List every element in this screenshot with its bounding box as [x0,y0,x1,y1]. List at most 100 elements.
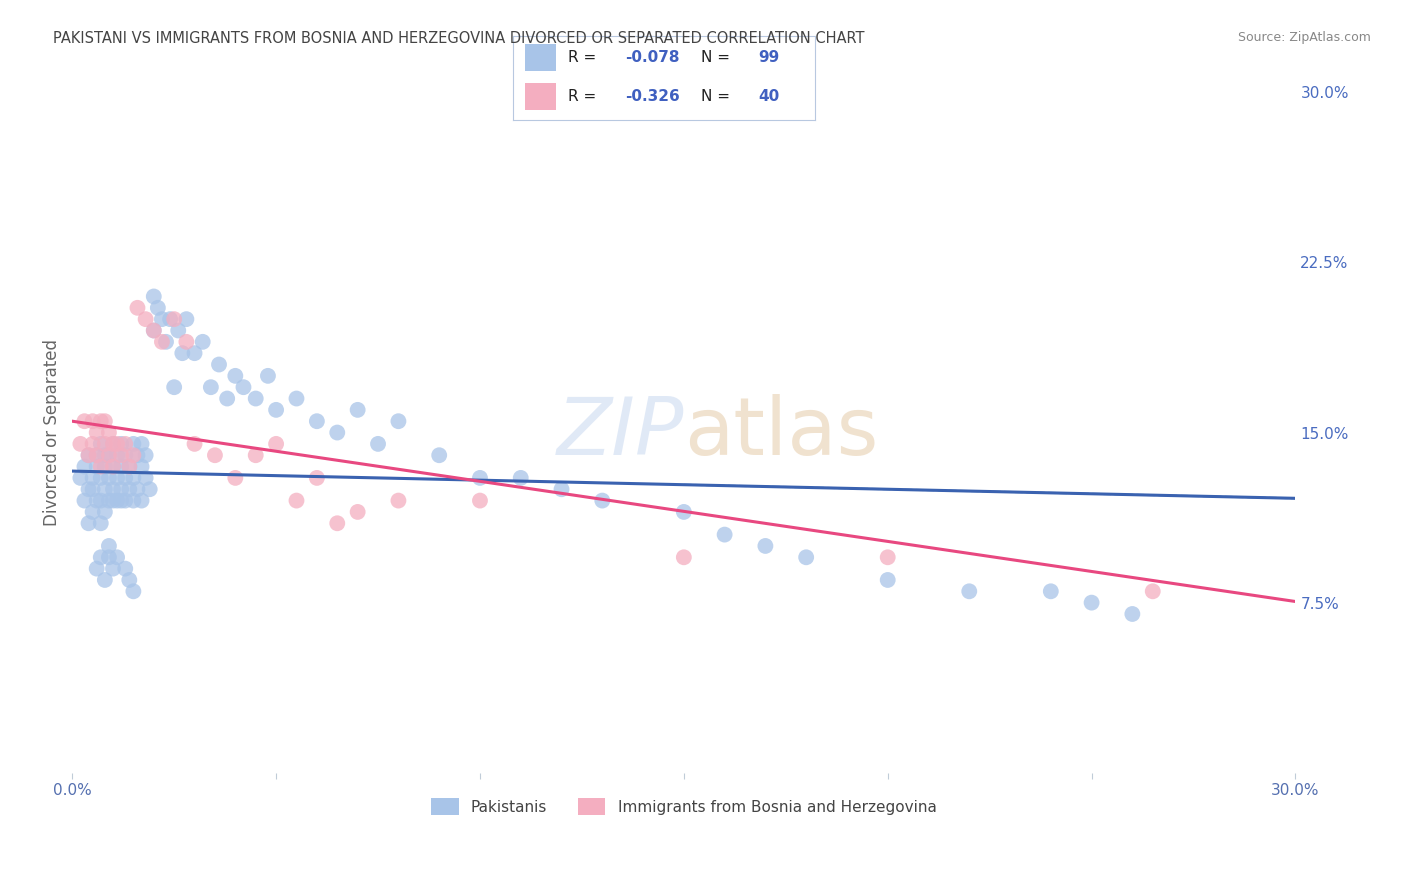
Text: R =: R = [568,89,600,104]
Text: N =: N = [700,50,734,65]
Point [127,301,149,315]
Point [105,437,128,451]
Point [114,448,136,462]
Point [86,459,108,474]
Point [245,392,267,406]
Point [90,550,112,565]
Point [77,448,100,462]
Point [90,516,112,531]
Point [118,482,141,496]
Point [90,459,112,474]
Point [305,471,328,485]
Point [82,471,104,485]
Point [754,539,776,553]
Text: Source: ZipAtlas.com: Source: ZipAtlas.com [1237,31,1371,45]
Point [86,448,108,462]
Point [110,448,132,462]
Point [172,346,194,360]
Point [110,493,132,508]
Point [94,448,117,462]
Point [122,493,145,508]
Point [110,459,132,474]
Text: 40: 40 [758,89,779,104]
Point [105,550,128,565]
Point [245,448,267,462]
Point [122,471,145,485]
Point [200,380,222,394]
Point [114,471,136,485]
Point [101,459,124,474]
Point [672,505,695,519]
Point [118,459,141,474]
Bar [526,44,555,71]
Text: atlas: atlas [683,393,879,472]
Point [468,471,491,485]
Point [86,425,108,440]
Point [142,324,165,338]
Point [110,437,132,451]
Point [135,471,157,485]
Point [176,312,198,326]
Point [82,414,104,428]
Point [101,437,124,451]
Point [326,516,349,531]
Point [155,334,177,349]
Point [86,448,108,462]
Point [1039,584,1062,599]
Point [550,482,572,496]
Point [69,437,91,451]
Point [127,482,149,496]
Point [135,448,157,462]
Point [957,584,980,599]
Point [257,368,280,383]
Point [101,561,124,575]
Point [94,414,117,428]
Point [105,493,128,508]
Point [90,471,112,485]
Point [131,493,153,508]
Point [122,437,145,451]
Point [713,527,735,541]
Text: 99: 99 [758,50,779,65]
Point [105,471,128,485]
Point [305,414,328,428]
Point [77,482,100,496]
Point [285,493,308,508]
Point [90,437,112,451]
Point [114,493,136,508]
Point [82,437,104,451]
Point [367,437,389,451]
Point [110,482,132,496]
Point [1080,596,1102,610]
Point [146,301,169,315]
Point [86,561,108,575]
Point [131,459,153,474]
Point [114,561,136,575]
Point [73,414,96,428]
Text: -0.078: -0.078 [626,50,679,65]
Text: PAKISTANI VS IMMIGRANTS FROM BOSNIA AND HERZEGOVINA DIVORCED OR SEPARATED CORREL: PAKISTANI VS IMMIGRANTS FROM BOSNIA AND … [53,31,865,46]
Point [1142,584,1164,599]
Point [1121,607,1143,621]
Point [97,493,120,508]
Point [876,573,898,587]
Point [69,471,91,485]
Point [326,425,349,440]
Point [427,448,450,462]
Point [97,471,120,485]
Point [94,482,117,496]
Point [159,312,181,326]
Point [167,324,190,338]
Point [86,493,108,508]
Point [90,414,112,428]
Point [150,312,173,326]
Point [82,505,104,519]
Point [191,334,214,349]
Point [82,482,104,496]
Point [183,346,205,360]
Point [346,505,368,519]
Point [101,482,124,496]
Point [232,380,254,394]
Point [591,493,613,508]
Point [118,573,141,587]
